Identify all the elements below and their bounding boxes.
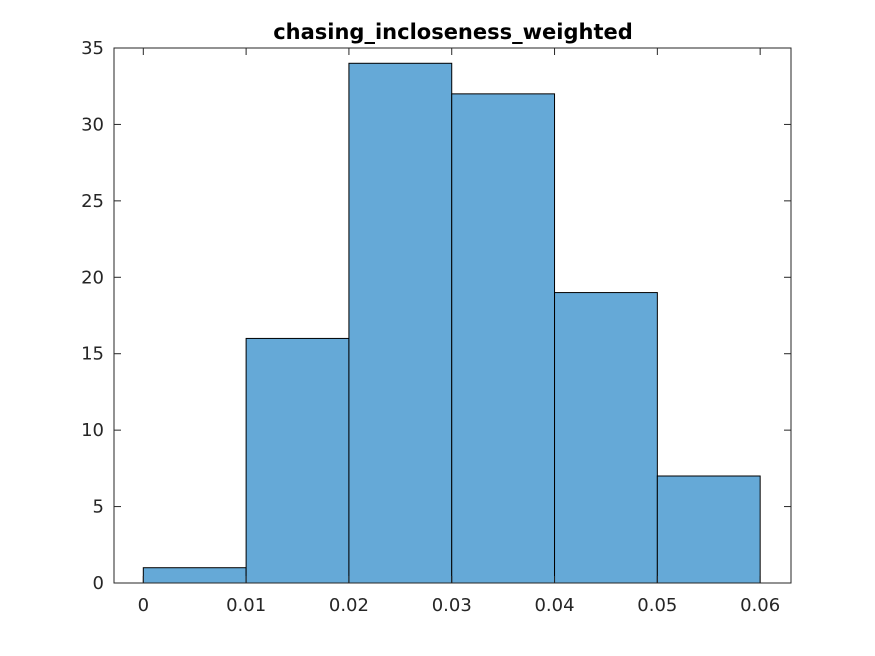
- x-tick-label: 0.04: [534, 595, 574, 616]
- histogram-bar-6: [656, 475, 761, 584]
- y-tick-labels: 0 5 10 15 20 25 30 35: [81, 38, 104, 594]
- chart-title: chasing_incloseness_weighted: [273, 20, 633, 44]
- x-tick-label: 0.06: [740, 595, 780, 616]
- x-tick-label: 0: [138, 595, 149, 616]
- histogram-bar-3: [348, 62, 453, 584]
- bars-group: [142, 62, 761, 584]
- histogram-bar-2: [245, 337, 350, 584]
- y-tick-label: 15: [81, 344, 104, 365]
- y-tick-label: 5: [93, 497, 104, 518]
- y-tick-label: 35: [81, 38, 104, 59]
- y-tick-label: 20: [81, 267, 104, 288]
- y-tick-label: 10: [81, 420, 104, 441]
- x-tick-label: 0.01: [226, 595, 266, 616]
- x-tick-label: 0.05: [637, 595, 677, 616]
- y-tick-label: 30: [81, 114, 104, 135]
- y-tick-label: 25: [81, 191, 104, 212]
- histogram-bar-1: [142, 567, 247, 584]
- y-tick-label: 0: [93, 573, 104, 594]
- x-tick-labels: 0 0.01 0.02 0.03 0.04 0.05 0.06: [138, 595, 781, 616]
- axes-box: [113, 47, 792, 584]
- histogram-bar-4: [451, 93, 556, 584]
- x-tick-label: 0.02: [329, 595, 369, 616]
- x-tick-label: 0.03: [432, 595, 472, 616]
- histogram-bar-5: [554, 292, 658, 584]
